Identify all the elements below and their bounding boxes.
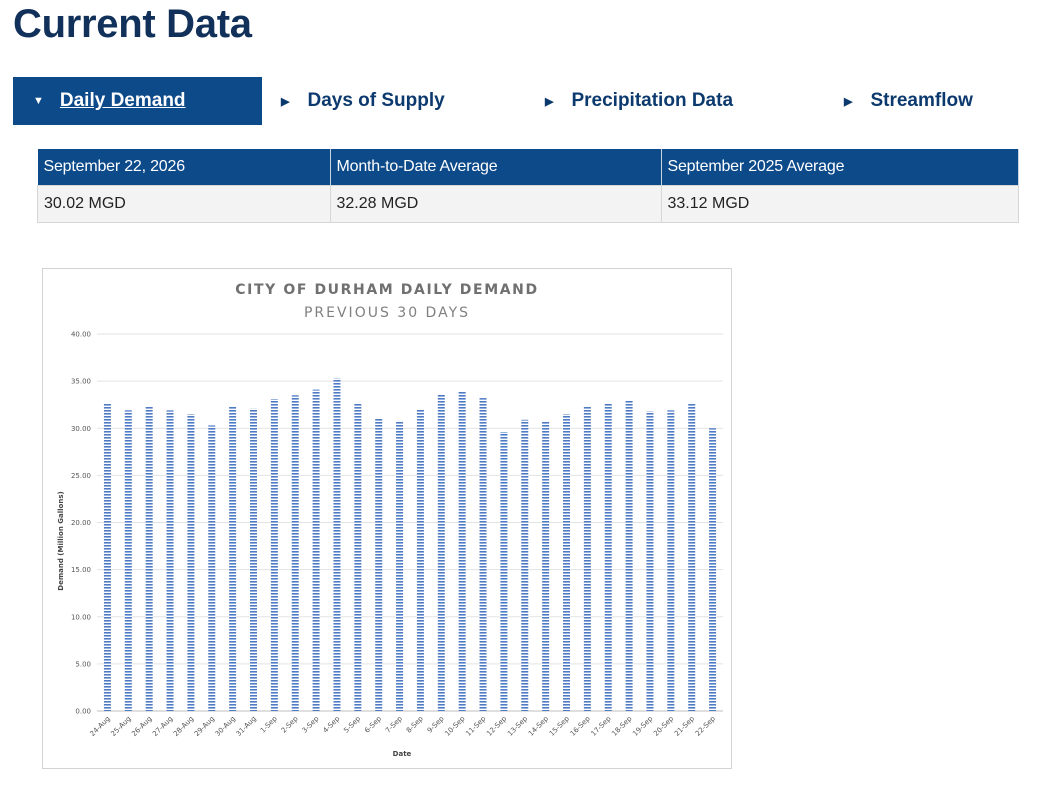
x-tick-label: 29-Aug	[193, 715, 216, 738]
x-tick-label: 1-Sep	[259, 714, 279, 734]
y-axis-label: Demand (Million Gallons)	[57, 491, 65, 590]
x-tick-label: 6-Sep	[363, 714, 383, 734]
caret-right-icon: ▶	[281, 95, 290, 108]
tab-days-of-supply[interactable]: ▶ Days of Supply	[281, 77, 445, 125]
column-header: September 2025 Average	[661, 149, 1019, 186]
bar-1-Sep	[270, 399, 278, 711]
y-tick-label: 10.00	[71, 613, 91, 621]
x-tick-label: 15-Sep	[548, 714, 571, 737]
chart-subtitle: PREVIOUS 30 DAYS	[304, 305, 470, 321]
bar-10-Sep	[458, 391, 466, 711]
daily-demand-chart: CITY OF DURHAM DAILY DEMAND PREVIOUS 30 …	[42, 268, 732, 769]
x-tick-label: 14-Sep	[527, 714, 550, 737]
table-row: 30.02 MGD 32.28 MGD 33.12 MGD	[37, 185, 1019, 223]
y-tick-label: 40.00	[71, 331, 91, 339]
caret-down-icon: ▼	[33, 95, 44, 107]
bar-13-Sep	[521, 419, 529, 711]
x-tick-label: 19-Sep	[631, 714, 654, 737]
x-tick-label: 27-Aug	[151, 715, 174, 738]
x-tick-label: 4-Sep	[321, 714, 341, 734]
bar-11-Sep	[479, 398, 487, 711]
caret-right-icon: ▶	[545, 95, 554, 108]
tab-precipitation-data[interactable]: ▶ Precipitation Data	[545, 77, 733, 125]
x-tick-label: 25-Aug	[109, 715, 132, 738]
table-cell: 30.02 MGD	[37, 185, 331, 223]
bar-4-Sep	[333, 378, 341, 711]
tab-streamflow[interactable]: ▶ Streamflow	[844, 77, 973, 125]
table-cell: 32.28 MGD	[329, 185, 662, 223]
x-tick-label: 16-Sep	[569, 714, 592, 737]
x-tick-label: 5-Sep	[342, 714, 362, 734]
x-tick-label: 28-Aug	[172, 715, 195, 738]
bar-8-Sep	[416, 409, 424, 711]
x-tick-label: 22-Sep	[694, 714, 717, 737]
bar-9-Sep	[437, 394, 445, 711]
bar-26-Aug	[145, 406, 153, 711]
data-tabs: ▼ Daily Demand ▶ Days of Supply ▶ Precip…	[13, 77, 1053, 125]
bar-7-Sep	[396, 420, 404, 711]
bar-15-Sep	[563, 414, 570, 711]
y-tick-label: 30.00	[71, 425, 91, 433]
bar-14-Sep	[542, 421, 550, 711]
bar-31-Aug	[250, 408, 257, 711]
x-tick-label: 30-Aug	[214, 715, 237, 738]
x-tick-label: 20-Sep	[652, 714, 675, 737]
bar-5-Sep	[354, 402, 362, 711]
bar-12-Sep	[500, 432, 508, 711]
y-tick-label: 25.00	[71, 472, 91, 480]
bar-19-Sep	[646, 411, 654, 711]
y-tick-label: 35.00	[71, 378, 91, 386]
x-tick-label: 2-Sep	[280, 714, 300, 734]
x-tick-label: 12-Sep	[485, 714, 508, 737]
tab-label: Days of Supply	[307, 90, 445, 111]
x-tick-label: 21-Sep	[673, 714, 696, 737]
x-tick-label: 7-Sep	[384, 714, 404, 734]
y-tick-label: 15.00	[71, 566, 91, 574]
bar-21-Sep	[688, 402, 696, 711]
x-tick-label: 10-Sep	[444, 714, 467, 737]
bar-29-Aug	[208, 425, 216, 711]
x-tick-label: 17-Sep	[590, 714, 613, 737]
column-header: September 22, 2026	[37, 149, 331, 186]
bar-3-Sep	[312, 389, 320, 711]
y-tick-label: 20.00	[71, 519, 91, 527]
table-header-row: September 22, 2026 Month-to-Date Average…	[37, 149, 1019, 186]
bar-20-Sep	[667, 410, 675, 711]
tab-daily-demand[interactable]: ▼ Daily Demand	[13, 77, 262, 125]
x-tick-label: 3-Sep	[301, 714, 321, 734]
x-tick-label: 24-Aug	[89, 715, 112, 738]
chart-title: CITY OF DURHAM DAILY DEMAND	[235, 282, 538, 298]
page-title: Current Data	[13, 2, 252, 46]
x-axis-label: Date	[393, 750, 412, 758]
bar-6-Sep	[375, 417, 383, 711]
y-tick-label: 0.00	[75, 708, 91, 716]
bar-30-Aug	[229, 406, 237, 711]
bar-2-Sep	[291, 395, 299, 711]
y-tick-label: 5.00	[75, 660, 91, 668]
demand-summary-table: September 22, 2026 Month-to-Date Average…	[37, 149, 1019, 223]
caret-right-icon: ▶	[844, 95, 853, 108]
x-tick-label: 26-Aug	[130, 715, 153, 738]
chart-svg: CITY OF DURHAM DAILY DEMAND PREVIOUS 30 …	[57, 282, 723, 758]
bar-18-Sep	[625, 400, 633, 711]
bar-27-Aug	[166, 410, 174, 711]
tab-label: Daily Demand	[59, 90, 186, 111]
tab-label: Precipitation Data	[571, 90, 734, 111]
tab-label: Streamflow	[870, 90, 973, 111]
x-tick-label: 18-Sep	[610, 714, 633, 737]
bar-25-Aug	[124, 410, 132, 711]
bar-22-Sep	[709, 428, 717, 711]
bar-24-Aug	[103, 403, 111, 711]
x-tick-label: 8-Sep	[405, 714, 425, 734]
x-tick-label: 11-Sep	[464, 714, 487, 737]
bar-28-Aug	[187, 414, 195, 711]
x-tick-label: 13-Sep	[506, 714, 529, 737]
x-tick-label: 31-Aug	[235, 715, 258, 738]
table-cell: 33.12 MGD	[660, 185, 1019, 223]
bar-17-Sep	[604, 403, 612, 711]
column-header: Month-to-Date Average	[330, 149, 662, 186]
bar-16-Sep	[583, 406, 591, 711]
